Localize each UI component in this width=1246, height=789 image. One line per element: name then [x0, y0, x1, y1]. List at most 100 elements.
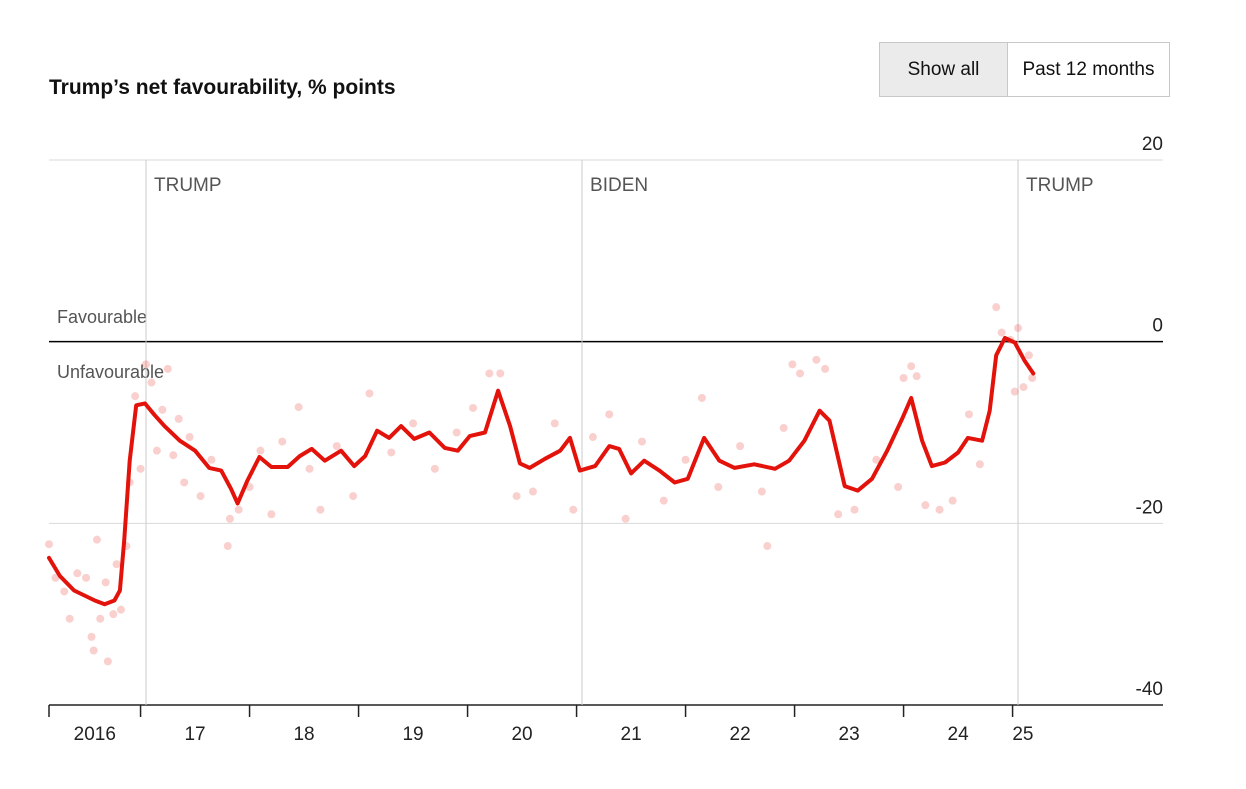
poll-dot	[1028, 374, 1037, 382]
x-tick-label: 17	[184, 724, 205, 745]
poll-dot	[196, 492, 205, 501]
poll-dot	[45, 540, 53, 549]
poll-dot	[997, 328, 1006, 337]
poll-dot	[736, 442, 745, 451]
poll-dot	[147, 378, 156, 387]
poll-dot	[1010, 387, 1019, 396]
poll-dot	[637, 437, 646, 446]
poll-dot	[964, 410, 973, 419]
poll-dot	[185, 433, 194, 442]
poll-dot	[349, 492, 358, 501]
poll-dot	[332, 442, 341, 451]
unfavourable-label: Unfavourable	[57, 362, 164, 382]
poll-dot	[305, 464, 314, 473]
range-toggle: Show all Past 12 months	[879, 42, 1170, 97]
poll-dot	[256, 446, 265, 455]
poll-dot	[452, 428, 461, 437]
poll-dot	[174, 414, 183, 423]
poll-dot	[681, 455, 690, 464]
poll-dot	[92, 535, 101, 544]
poll-dot	[387, 448, 396, 457]
show-all-button[interactable]: Show all	[880, 43, 1008, 96]
poll-dot	[921, 501, 930, 510]
poll-dot	[365, 389, 374, 398]
period-label: TRUMP	[1026, 175, 1094, 196]
poll-dot	[528, 487, 537, 496]
poll-dot	[496, 369, 505, 378]
y-tick-label: 20	[1142, 134, 1163, 155]
poll-dot	[659, 496, 668, 505]
poll-dot	[96, 614, 105, 623]
poll-dot	[605, 410, 614, 419]
poll-dot	[485, 369, 494, 378]
y-tick-label: -20	[1136, 497, 1163, 518]
poll-dot	[763, 542, 772, 551]
poll-dot	[907, 362, 916, 371]
x-tick-label: 25	[1012, 724, 1033, 745]
poll-dot	[912, 372, 921, 381]
poll-dot	[234, 505, 243, 514]
poll-dot	[714, 483, 723, 491]
poll-dot	[60, 587, 69, 596]
poll-dot	[65, 614, 74, 623]
period-label: BIDEN	[590, 175, 648, 196]
y-tick-label: 0	[1152, 316, 1163, 337]
poll-dot	[409, 419, 418, 428]
poll-dot	[757, 487, 766, 496]
x-tick-label: 21	[621, 724, 642, 745]
poll-dot	[469, 403, 478, 412]
period-label: TRUMP	[154, 175, 222, 196]
poll-dot	[103, 657, 112, 666]
poll-dot	[992, 303, 1001, 312]
poll-dot	[101, 578, 110, 587]
poll-dot	[158, 405, 167, 414]
poll-dot	[267, 510, 276, 519]
poll-dot	[82, 573, 91, 582]
poll-dot	[430, 464, 439, 473]
poll-dot	[894, 483, 903, 491]
poll-dot	[207, 455, 216, 464]
poll-dot	[872, 455, 881, 464]
poll-dot	[935, 505, 944, 514]
poll-dot	[180, 478, 189, 487]
poll-dot	[834, 510, 843, 519]
favourable-label: Favourable	[57, 307, 147, 327]
poll-dot	[1014, 324, 1023, 333]
poll-dot	[788, 360, 797, 369]
poll-dot	[821, 364, 830, 373]
poll-dot	[779, 423, 788, 432]
trend-line	[47, 336, 1036, 607]
poll-dot	[169, 451, 178, 460]
poll-dot	[621, 514, 630, 523]
x-tick-label: 2016	[74, 724, 116, 745]
x-tick-label: 24	[948, 724, 970, 745]
poll-dot	[73, 569, 82, 578]
poll-dot	[109, 610, 118, 619]
chart-title: Trump’s net favourability, % points	[49, 76, 396, 99]
poll-dot	[1019, 383, 1028, 392]
poll-dot	[550, 419, 559, 428]
poll-dot	[294, 403, 303, 412]
poll-dot	[569, 505, 578, 514]
y-tick-label: -40	[1136, 679, 1163, 700]
poll-dot	[142, 360, 151, 369]
past-12-months-button[interactable]: Past 12 months	[1008, 43, 1169, 96]
poll-dot	[136, 464, 145, 473]
poll-dot	[131, 392, 140, 401]
poll-dot	[948, 496, 957, 505]
poll-dot	[812, 355, 821, 364]
poll-dot	[1024, 351, 1033, 360]
poll-dot	[163, 364, 172, 373]
x-tick-label: 22	[730, 724, 751, 745]
poll-dot	[899, 374, 908, 382]
poll-dot	[588, 433, 597, 442]
poll-dot	[316, 505, 325, 514]
poll-dot	[116, 605, 125, 614]
poll-dot	[850, 505, 859, 514]
poll-dot	[796, 369, 805, 378]
x-tick-label: 19	[402, 724, 423, 745]
x-tick-label: 23	[839, 724, 860, 745]
poll-dot	[89, 646, 98, 655]
